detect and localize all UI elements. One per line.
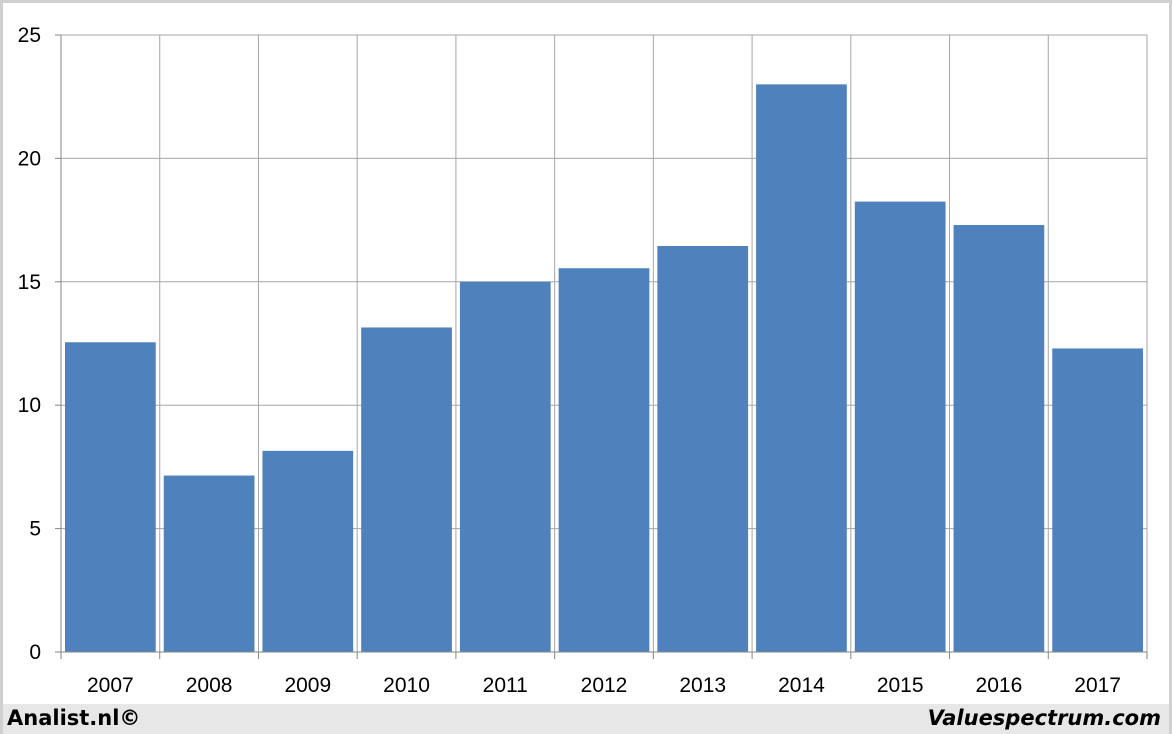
x-tick-label: 2011 (483, 674, 528, 697)
y-tick-label: 0 (29, 641, 41, 664)
bar-chart: 0 5 10 15 20 25 2007 2008 2009 2010 2011 2012 2013 20… (18, 24, 1148, 697)
x-tick-label: 2007 (87, 674, 134, 697)
bar-2012 (558, 268, 650, 652)
x-tick-label: 2015 (877, 674, 924, 697)
bar-2008 (163, 475, 255, 652)
footer-bar: Analist.nl© Valuespectrum.com (3, 704, 1169, 734)
bar-2010 (361, 327, 452, 652)
x-tick-label: 2017 (1074, 674, 1121, 697)
bar-2015 (854, 201, 946, 652)
bar-2017 (1052, 348, 1143, 652)
analist-credit: Analist.nl© (7, 706, 141, 730)
x-tick-label: 2009 (284, 674, 331, 697)
x-tick-label: 2016 (976, 674, 1023, 697)
x-tick-label: 2012 (581, 674, 628, 697)
y-tick-label: 15 (18, 271, 41, 294)
bar-2013 (657, 246, 749, 652)
y-tick-label: 5 (29, 518, 41, 541)
bar-2007 (65, 342, 156, 652)
bar-2009 (262, 450, 354, 652)
axes (55, 34, 1148, 659)
y-tick-label: 25 (18, 24, 41, 47)
bar-2011 (459, 281, 551, 652)
bar-2016 (953, 225, 1045, 652)
valuespectrum-credit: Valuespectrum.com (927, 706, 1161, 730)
x-tick-label: 2010 (383, 674, 430, 697)
bars (65, 84, 1143, 653)
x-tick-label: 2013 (679, 674, 726, 697)
x-tick-label: 2008 (186, 674, 233, 697)
x-tick-label: 2014 (778, 674, 825, 697)
y-tick-label: 10 (18, 394, 41, 417)
grid (61, 34, 1148, 652)
tick-labels: 0 5 10 15 20 25 2007 2008 2009 2010 2011 2012 2013 20… (18, 24, 1121, 697)
bar-2014 (756, 84, 847, 653)
y-tick-label: 20 (18, 147, 41, 170)
